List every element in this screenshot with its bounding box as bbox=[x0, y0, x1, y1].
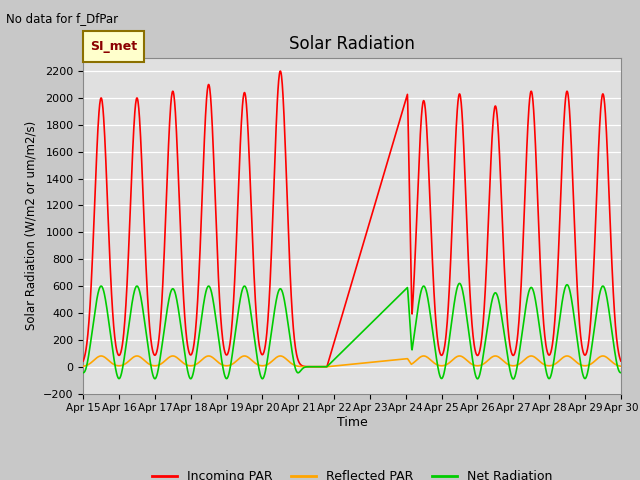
Text: SI_met: SI_met bbox=[90, 40, 138, 53]
Title: Solar Radiation: Solar Radiation bbox=[289, 35, 415, 53]
Y-axis label: Solar Radiation (W/m2 or um/m2/s): Solar Radiation (W/m2 or um/m2/s) bbox=[24, 121, 37, 330]
Legend: Incoming PAR, Reflected PAR, Net Radiation: Incoming PAR, Reflected PAR, Net Radiati… bbox=[147, 465, 557, 480]
X-axis label: Time: Time bbox=[337, 416, 367, 429]
Text: No data for f_DfPar: No data for f_DfPar bbox=[6, 12, 118, 25]
